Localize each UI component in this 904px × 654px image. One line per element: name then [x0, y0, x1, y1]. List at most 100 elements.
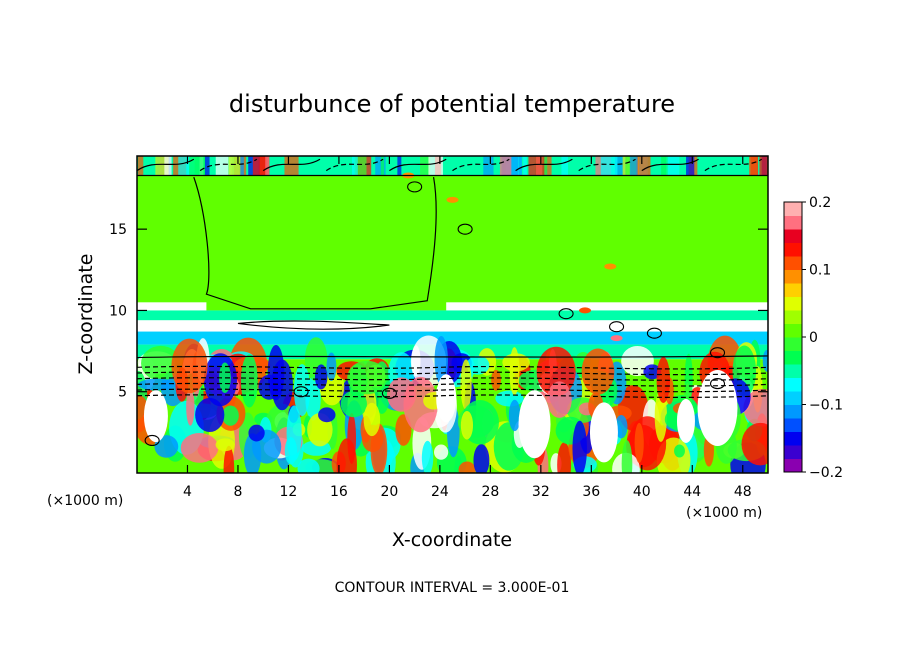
- field-region-blue-band: [137, 331, 768, 345]
- field-blob: [138, 378, 176, 391]
- field-streak: [284, 156, 299, 176]
- colorbar-swatch: [784, 229, 802, 243]
- contour-loop: [646, 327, 662, 339]
- x-tick-label: 36: [582, 484, 600, 500]
- colorbar-swatch: [784, 377, 802, 392]
- field-streak: [759, 156, 768, 176]
- field-blob: [222, 405, 239, 426]
- colorbar-swatch: [784, 202, 802, 216]
- x-tick-label: 8: [233, 484, 242, 500]
- contour-line: [137, 355, 768, 359]
- contour-line: [193, 176, 437, 310]
- field-blob: [473, 444, 490, 473]
- field-streak: [204, 156, 210, 176]
- field-streak: [636, 156, 651, 176]
- field-streak: [215, 156, 232, 176]
- field-region-central-dome: [206, 175, 447, 311]
- field-streak: [528, 156, 545, 176]
- colorbar-swatch: [784, 445, 802, 459]
- field-blob: [215, 438, 235, 452]
- field-streak: [189, 156, 205, 176]
- field-blob: [284, 437, 298, 465]
- field-pocket: [589, 402, 618, 463]
- field-patch: [446, 196, 459, 203]
- field-streak: [375, 156, 386, 176]
- field-blob: [495, 390, 524, 407]
- field-blob: [314, 364, 328, 390]
- field-streak: [499, 156, 512, 176]
- x-axis-ticks: 4 8 12 16 20 24 28 32 36 40 44 48: [183, 156, 752, 500]
- x-tick-label: 16: [330, 484, 348, 500]
- colorbar-tick-label: 0.1: [809, 263, 831, 279]
- field-blob: [762, 349, 768, 372]
- field-streak: [749, 156, 758, 176]
- x-unit-right: (×1000 m): [686, 505, 762, 521]
- colorbar-swatch: [784, 337, 802, 351]
- contour-loop: [709, 378, 726, 390]
- x-tick-label: 44: [683, 484, 701, 500]
- contour-line: [237, 320, 390, 330]
- field-pocket: [518, 390, 551, 459]
- contour-line: [137, 377, 768, 381]
- colorbar-swatch: [784, 310, 802, 324]
- field-streak: [543, 156, 552, 176]
- colorbar-swatch: [784, 296, 802, 311]
- field-blob: [363, 402, 381, 437]
- field-blob: [219, 362, 231, 394]
- y-tick-label: 5: [118, 385, 127, 401]
- field-blob: [347, 360, 387, 395]
- field-blob: [621, 440, 633, 473]
- contour-lines: [137, 158, 768, 447]
- field-streak: [686, 156, 695, 176]
- field-blob: [643, 364, 662, 380]
- field-blob: [318, 407, 336, 423]
- colorbar-swatch: [784, 215, 802, 230]
- field-streak: [600, 156, 618, 176]
- field-blob: [421, 440, 434, 473]
- field-blob: [572, 420, 587, 473]
- field-streak: [668, 156, 680, 176]
- contour-loop: [558, 308, 574, 320]
- contour-line: [137, 371, 768, 376]
- field-blob: [223, 445, 235, 473]
- x-axis-label: X-coordinate: [392, 529, 512, 551]
- colorbar-swatch: [784, 458, 802, 473]
- contour-line: [262, 158, 321, 172]
- field-pocket: [697, 369, 738, 446]
- field-blob: [293, 364, 311, 417]
- colorbar-tick-label: −0.2: [809, 465, 843, 481]
- field-blob: [634, 422, 644, 463]
- field-blob: [741, 422, 768, 466]
- field-blob: [547, 381, 572, 418]
- x-tick-label: 48: [734, 484, 752, 500]
- colorbar-tick-label: 0: [809, 330, 818, 346]
- field-streak: [265, 156, 270, 176]
- colorbar-tick-label: 0.2: [809, 195, 831, 211]
- chart-title: disturbunce of potential temperature: [229, 90, 675, 118]
- contour-loop: [144, 434, 160, 447]
- field-blob: [460, 410, 474, 440]
- colorbar: [783, 201, 803, 473]
- field-streak: [420, 156, 431, 176]
- contour-line: [137, 365, 768, 370]
- x-tick-label: 32: [532, 484, 550, 500]
- contour-loop: [609, 321, 625, 333]
- contour-line: [137, 394, 768, 398]
- field-blob: [336, 438, 357, 473]
- field-blob: [248, 424, 265, 442]
- contour-interval-note: CONTOUR INTERVAL = 3.000E-01: [335, 580, 570, 596]
- x-tick-label: 20: [380, 484, 398, 500]
- field-streak: [228, 156, 241, 176]
- field-blob: [434, 444, 449, 460]
- y-tick-label: 15: [109, 222, 127, 238]
- field-blob: [458, 461, 476, 473]
- field-blob: [240, 354, 258, 408]
- field-streak: [164, 156, 172, 176]
- colorbar-swatch: [784, 391, 802, 405]
- x-tick-label: 12: [280, 484, 298, 500]
- colorbar-swatch: [784, 269, 802, 284]
- field-blob: [195, 397, 225, 432]
- field-streak: [351, 156, 358, 176]
- contour-line: [137, 174, 768, 177]
- field-streak: [380, 156, 385, 176]
